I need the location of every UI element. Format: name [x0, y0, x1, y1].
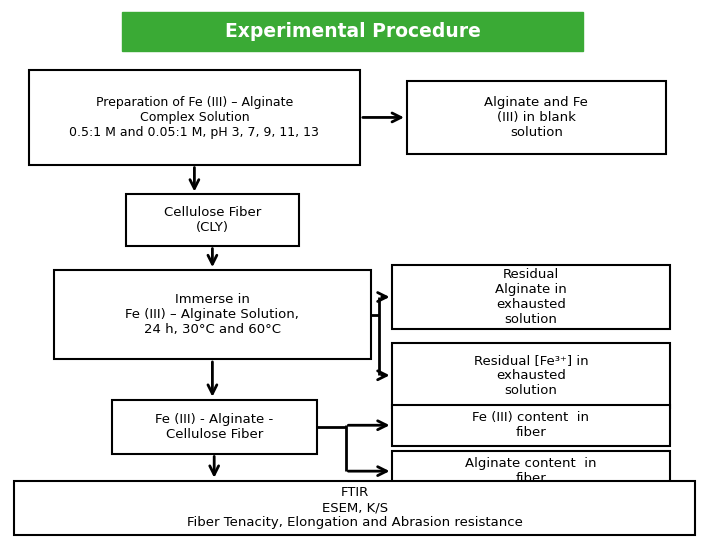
FancyBboxPatch shape: [14, 481, 695, 535]
Text: Alginate and Fe
(III) in blank
solution: Alginate and Fe (III) in blank solution: [485, 96, 588, 139]
Text: Experimental Procedure: Experimental Procedure: [225, 22, 481, 42]
Text: Fe (III) content  in
fiber: Fe (III) content in fiber: [472, 411, 590, 439]
FancyBboxPatch shape: [392, 343, 670, 408]
Text: Residual [Fe³⁺] in
exhausted
solution: Residual [Fe³⁺] in exhausted solution: [474, 354, 588, 397]
FancyBboxPatch shape: [392, 405, 670, 446]
Text: Alginate content  in
fiber: Alginate content in fiber: [465, 457, 597, 485]
FancyBboxPatch shape: [29, 70, 360, 165]
FancyBboxPatch shape: [122, 12, 583, 51]
FancyBboxPatch shape: [392, 451, 670, 491]
Text: Preparation of Fe (III) – Alginate
Complex Solution
0.5:1 M and 0.05:1 M, pH 3, : Preparation of Fe (III) – Alginate Compl…: [69, 96, 320, 139]
FancyBboxPatch shape: [126, 194, 299, 246]
FancyBboxPatch shape: [407, 81, 666, 154]
FancyBboxPatch shape: [112, 400, 317, 454]
Text: Cellulose Fiber
(CLY): Cellulose Fiber (CLY): [163, 206, 261, 234]
Text: Residual
Alginate in
exhausted
solution: Residual Alginate in exhausted solution: [495, 268, 567, 326]
Text: Fe (III) - Alginate -
Cellulose Fiber: Fe (III) - Alginate - Cellulose Fiber: [155, 413, 274, 441]
FancyBboxPatch shape: [392, 265, 670, 329]
FancyBboxPatch shape: [54, 270, 371, 359]
Text: FTIR
ESEM, K/S
Fiber Tenacity, Elongation and Abrasion resistance: FTIR ESEM, K/S Fiber Tenacity, Elongatio…: [186, 486, 523, 529]
Text: Immerse in
Fe (III) – Alginate Solution,
24 h, 30°C and 60°C: Immerse in Fe (III) – Alginate Solution,…: [125, 293, 300, 336]
